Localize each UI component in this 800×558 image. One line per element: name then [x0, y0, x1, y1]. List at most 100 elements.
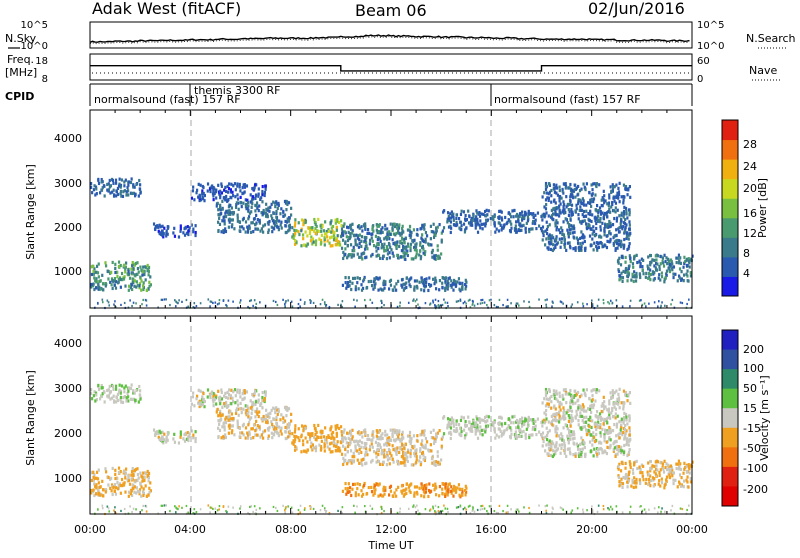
power-echo-cell: [515, 224, 517, 227]
velocity-echo-cell: [265, 417, 267, 420]
velocity-echo-cell: [401, 444, 403, 447]
velocity-echo-cell: [139, 397, 141, 400]
power-echo-cell: [271, 230, 273, 233]
power-echo-cell: [430, 302, 432, 304]
power-echo-cell: [312, 241, 314, 244]
velocity-echo-cell: [430, 443, 432, 446]
power-echo-cell: [658, 273, 660, 276]
power-echo-cell: [528, 301, 530, 303]
power-colorbar-segment: [722, 257, 738, 277]
velocity-echo-cell: [453, 485, 455, 488]
velocity-echo-cell: [159, 430, 161, 433]
power-echo-cell: [405, 281, 407, 284]
power-echo-cell: [620, 222, 622, 225]
power-echo-cell: [450, 284, 452, 287]
velocity-echo-cell: [649, 484, 651, 487]
power-echo-cell: [202, 192, 204, 195]
power-echo-cell: [672, 272, 674, 275]
velocity-echo-cell: [104, 400, 106, 403]
power-echo-cell: [432, 278, 434, 281]
velocity-echo-cell: [647, 461, 649, 464]
velocity-echo-cell: [534, 428, 536, 431]
power-echo-cell: [610, 238, 612, 241]
power-echo-cell: [676, 261, 678, 264]
velocity-echo-cell: [420, 443, 422, 446]
velocity-echo-cell: [167, 433, 169, 436]
velocity-echo-cell: [285, 437, 287, 440]
power-echo-cell: [125, 179, 127, 182]
velocity-echo-cell: [254, 429, 256, 432]
velocity-echo-cell: [433, 429, 435, 432]
noise-strip-frame: [90, 22, 692, 48]
velocity-echo-cell: [485, 420, 487, 423]
power-echo-cell: [228, 226, 230, 229]
velocity-echo-cell: [390, 490, 392, 493]
velocity-echo-cell: [274, 411, 276, 414]
velocity-echo-cell: [330, 450, 332, 453]
velocity-echo-cell: [407, 434, 409, 437]
power-echo-cell: [493, 221, 495, 224]
velocity-echo-cell: [678, 466, 680, 469]
power-echo-cell: [126, 190, 128, 193]
power-echo-cell: [622, 201, 624, 204]
power-echo-cell: [644, 302, 646, 304]
velocity-echo-cell: [344, 436, 346, 439]
velocity-echo-cell: [421, 486, 423, 489]
velocity-echo-cell: [401, 436, 403, 439]
power-echo-cell: [359, 242, 361, 245]
power-echo-cell: [106, 183, 108, 186]
velocity-echo-cell: [302, 429, 304, 432]
velocity-echo-cell: [275, 406, 277, 409]
velocity-echo-cell: [401, 484, 403, 487]
power-echo-cell: [101, 274, 103, 277]
power-ytick-2000: 2000: [54, 221, 82, 234]
power-echo-cell: [599, 217, 601, 220]
velocity-echo-cell: [425, 490, 427, 493]
velocity-echo-cell: [246, 409, 248, 412]
power-echo-cell: [624, 261, 626, 264]
power-echo-cell: [614, 185, 616, 188]
velocity-echo-cell: [101, 480, 103, 483]
velocity-echo-cell: [568, 414, 570, 417]
power-echo-cell: [657, 254, 659, 257]
velocity-echo-cell: [304, 427, 306, 430]
power-echo-cell: [141, 274, 143, 277]
power-echo-cell: [299, 305, 301, 307]
velocity-echo-cell: [390, 485, 392, 488]
velocity-echo-cell: [442, 482, 444, 485]
power-echo-cell: [603, 233, 605, 236]
velocity-echo-cell: [360, 451, 362, 454]
velocity-echo-cell: [585, 416, 587, 419]
power-echo-cell: [593, 230, 595, 233]
velocity-echo-cell: [432, 484, 434, 487]
power-echo-cell: [617, 209, 619, 212]
velocity-echo-cell: [632, 472, 634, 475]
velocity-echo-cell: [629, 402, 631, 405]
velocity-echo-cell: [278, 410, 280, 413]
velocity-echo-cell: [350, 433, 352, 436]
velocity-echo-cell: [574, 389, 576, 392]
power-echo-cell: [569, 228, 571, 231]
velocity-echo-cell: [409, 436, 411, 439]
velocity-echo-cell: [138, 385, 140, 388]
velocity-echo-cell: [547, 431, 549, 434]
power-echo-cell: [398, 245, 400, 248]
power-echo-cell: [228, 209, 230, 212]
power-echo-cell: [409, 230, 411, 233]
power-echo-cell: [109, 179, 111, 182]
power-echo-cell: [538, 298, 540, 300]
velocity-echo-cell: [418, 487, 420, 490]
velocity-echo-cell: [302, 443, 304, 446]
velocity-echo-cell: [663, 470, 665, 473]
power-echo-cell: [427, 289, 429, 292]
power-echo-cell: [131, 192, 133, 195]
velocity-echo-cell: [500, 430, 502, 433]
power-echo-cell: [134, 193, 136, 196]
power-echo-cell: [277, 226, 279, 229]
velocity-echo-cell: [594, 388, 596, 391]
power-echo-cell: [615, 234, 617, 237]
velocity-echo-cell: [388, 493, 390, 496]
velocity-echo-cell: [255, 410, 257, 413]
power-echo-cell: [342, 234, 344, 237]
power-echo-cell: [104, 261, 106, 264]
